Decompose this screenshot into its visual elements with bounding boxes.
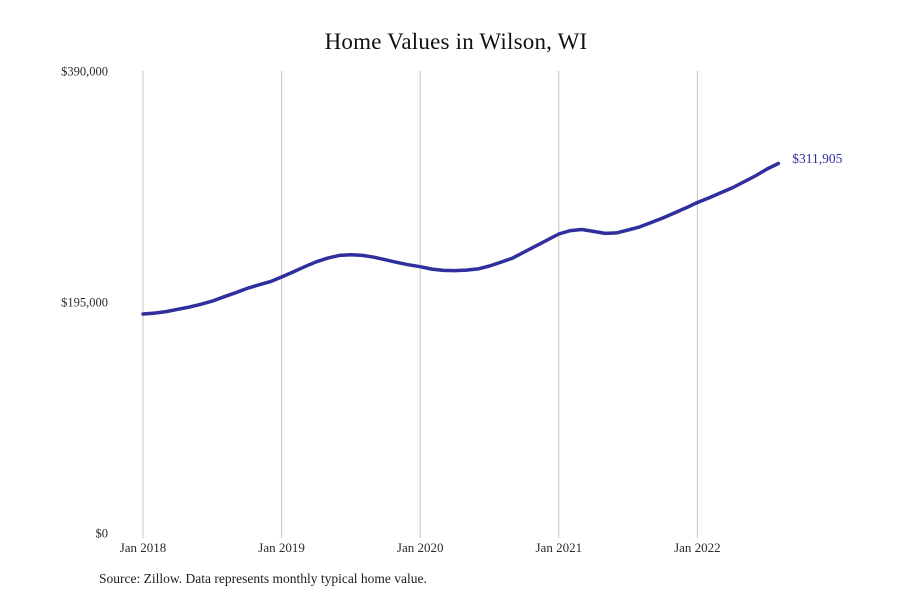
x-tick-label: Jan 2021 [536, 540, 583, 555]
x-tick-label: Jan 2019 [258, 540, 305, 555]
y-tick-label: $390,000 [61, 65, 108, 79]
source-note: Source: Zillow. Data represents monthly … [99, 571, 427, 586]
chart-title: Home Values in Wilson, WI [324, 29, 588, 54]
x-tick-label: Jan 2020 [397, 540, 444, 555]
y-tick-label: $0 [96, 527, 109, 541]
x-tick-label: Jan 2022 [674, 540, 721, 555]
latest-value-label: $311,905 [792, 151, 842, 166]
home-value-line [141, 161, 781, 316]
y-tick-label: $195,000 [61, 296, 108, 310]
x-tick-label: Jan 2018 [120, 540, 167, 555]
